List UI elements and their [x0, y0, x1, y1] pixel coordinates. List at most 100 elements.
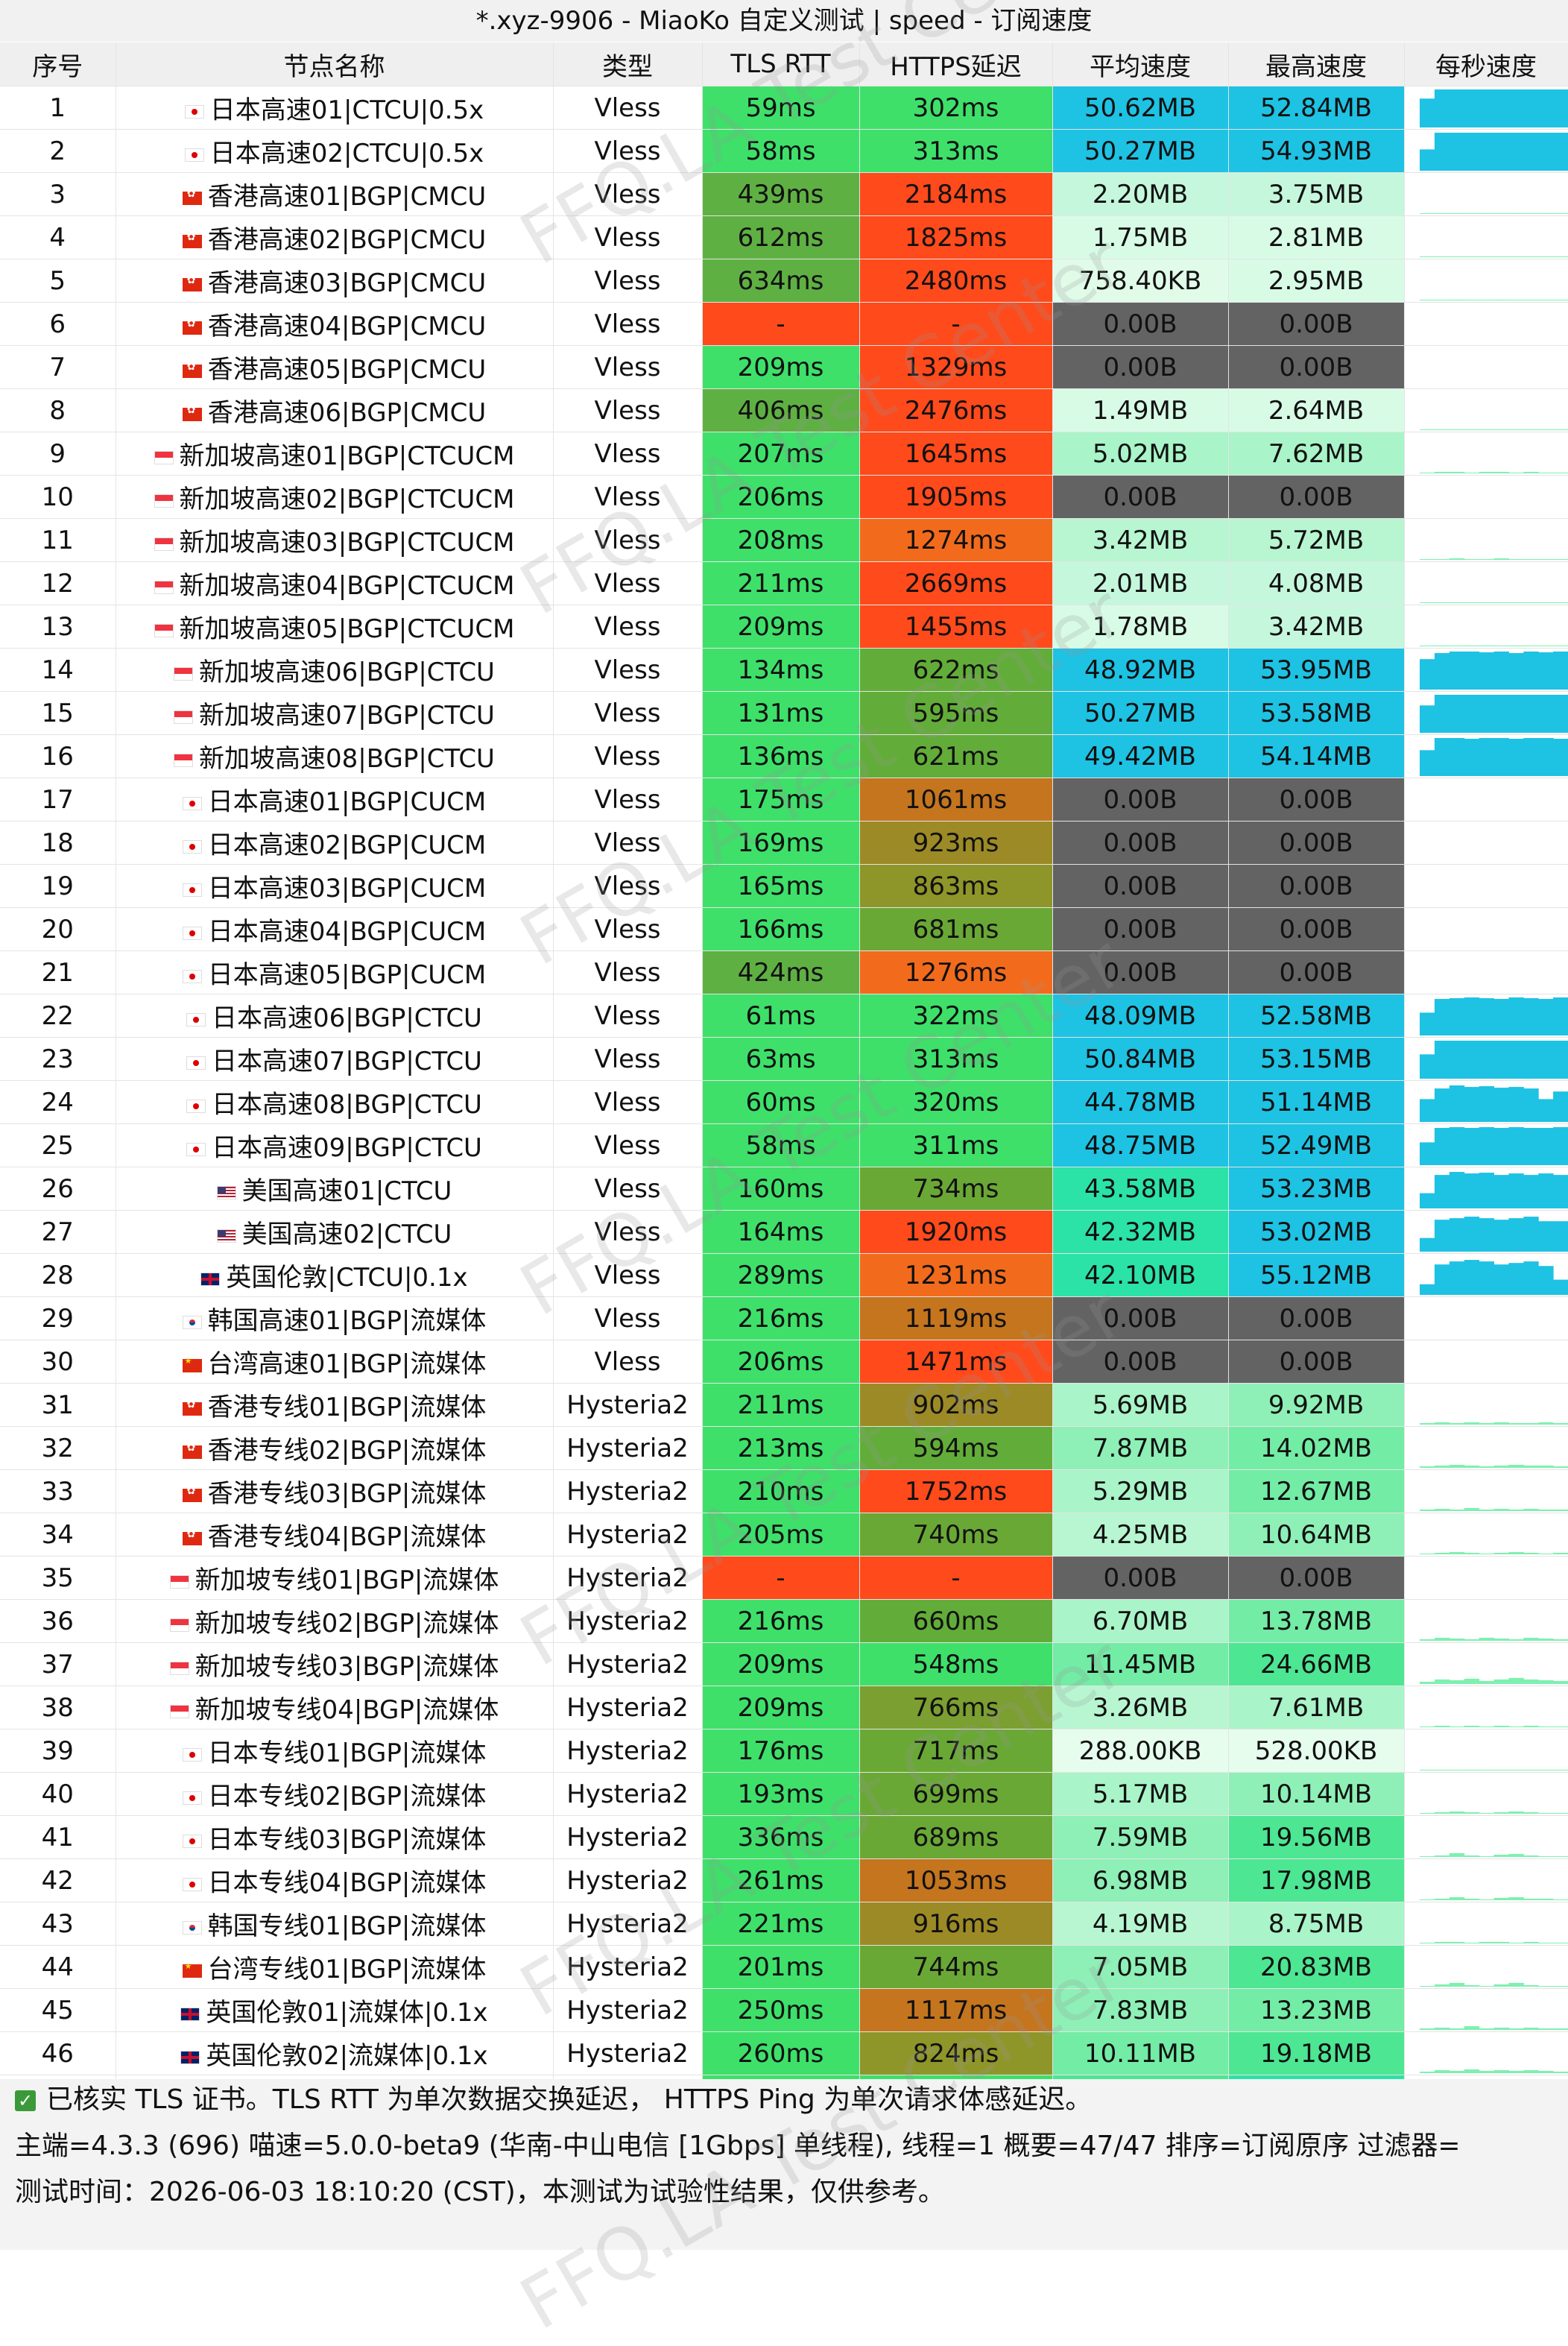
table-row[interactable]: 13 新加坡高速05|BGP|CTCUCM Vless 209ms 1455ms 1.78…	[0, 605, 1568, 649]
sparkline-bar	[1419, 1193, 1435, 1208]
col-max-speed[interactable]: 最高速度	[1228, 42, 1405, 86]
sparkline-bar	[1449, 1464, 1464, 1468]
node-type: Hysteria2	[553, 1772, 703, 1816]
table-row[interactable]: 15 新加坡高速07|BGP|CTCU Vless 131ms 595ms 50.27MB…	[0, 691, 1568, 735]
table-row[interactable]: 19 日本高速03|BGP|CUCM Vless 165ms 863ms 0.00B 0.0…	[0, 864, 1568, 908]
table-row[interactable]: 28 英国伦敦|CTCU|0.1x Vless 289ms 1231ms 42.10MB 5…	[0, 1253, 1568, 1297]
col-node-name[interactable]: 节点名称	[116, 42, 554, 86]
max-speed: 528.00KB	[1228, 1729, 1405, 1773]
col-avg-speed[interactable]: 平均速度	[1052, 42, 1229, 86]
tls-rtt: 201ms	[702, 1945, 860, 1989]
table-row[interactable]: 43 韩国专线01|BGP|流媒体 Hysteria2 221ms 916ms 4.19M…	[0, 1902, 1568, 1946]
table-row[interactable]: 24 日本高速08|BGP|CTCU Vless 60ms 320ms 44.78MB 51…	[0, 1080, 1568, 1124]
sparkline-bar	[1537, 256, 1554, 257]
table-row[interactable]: 46 英国伦敦02|流媒体|0.1x Hysteria2 260ms 824ms 10.1…	[0, 2031, 1568, 2075]
sparkline-bar	[1419, 1284, 1435, 1295]
table-row[interactable]: 39 日本专线01|BGP|流媒体 Hysteria2 176ms 717ms 288.0…	[0, 1729, 1568, 1773]
table-row[interactable]: 5 香港高速03|BGP|CMCU Vless634ms2480ms758.40KB…	[0, 259, 1568, 303]
table-row[interactable]: 38 新加坡专线04|BGP|流媒体 Hysteria2 209ms 766ms 3.26…	[0, 1686, 1568, 1729]
sparkline-bar	[1523, 256, 1539, 257]
table-row[interactable]: 16 新加坡高速08|BGP|CTCU Vless 136ms 621ms 49.42MB…	[0, 734, 1568, 778]
table-row[interactable]: 10 新加坡高速02|BGP|CTCUCM Vless 206ms 1905ms 0.00…	[0, 475, 1568, 519]
table-row[interactable]: 42 日本专线04|BGP|流媒体 Hysteria2 261ms 1053ms 6.98…	[0, 1858, 1568, 1902]
sparkline-bar	[1479, 1127, 1494, 1165]
table-row[interactable]: 8 香港高速06|BGP|CMCU Vless406ms2476ms1.49MB2.…	[0, 388, 1568, 432]
node-name-text: 香港高速05|BGP|CMCU	[207, 355, 487, 385]
node-name: 日本专线01|BGP|流媒体	[116, 1729, 554, 1773]
sparkline-bar	[1493, 1552, 1509, 1554]
table-row[interactable]: 25 日本高速09|BGP|CTCU Vless 58ms 311ms 48.75MB 52…	[0, 1123, 1568, 1167]
flag-jp-icon	[186, 1012, 206, 1027]
table-row[interactable]: 20 日本高速04|BGP|CUCM Vless 166ms 681ms 0.00B 0.0…	[0, 907, 1568, 951]
table-row[interactable]: 2 日本高速02|CTCU|0.5x Vless 58ms 313ms 50.27MB 54…	[0, 129, 1568, 173]
avg-speed: 0.00B	[1052, 345, 1229, 389]
node-name-text: 新加坡专线04|BGP|流媒体	[195, 1695, 499, 1725]
sparkline-bar	[1493, 1725, 1509, 1727]
tls-rtt: 60ms	[702, 1080, 860, 1124]
speed-sparkline	[1404, 821, 1568, 865]
node-type: Vless	[553, 259, 703, 303]
col-per-second-speed[interactable]: 每秒速度	[1404, 42, 1568, 86]
col-tls-rtt[interactable]: TLS RTT	[702, 42, 860, 86]
table-row[interactable]: 36 新加坡专线02|BGP|流媒体 Hysteria2 216ms 660ms 6.70…	[0, 1599, 1568, 1643]
table-row[interactable]: 30台湾高速01|BGP|流媒体Vless206ms1471ms0.00B0.0…	[0, 1340, 1568, 1384]
table-row[interactable]: 21 日本高速05|BGP|CUCM Vless 424ms 1276ms 0.00B 0.…	[0, 950, 1568, 994]
table-row[interactable]: 26 美国高速01|CTCU Vless 160ms 734ms 43.58MB 53.23…	[0, 1167, 1568, 1211]
col-https-latency[interactable]: HTTPS延迟	[859, 42, 1053, 86]
table-row[interactable]: 44 台湾专线01|BGP|流媒体 Hysteria2201ms744ms7.05M…	[0, 1945, 1568, 1989]
table-row[interactable]: 11 新加坡高速03|BGP|CTCUCM Vless 208ms 1274ms 3.42…	[0, 518, 1568, 562]
https-latency: 902ms	[859, 1383, 1053, 1427]
table-row[interactable]: 22 日本高速06|BGP|CTCU Vless 61ms 322ms 48.09MB 52…	[0, 994, 1568, 1038]
node-type: Vless	[553, 518, 703, 562]
sparkline-bar	[1537, 1812, 1554, 1814]
sparkline-bar	[1464, 652, 1479, 690]
table-row[interactable]: 29 韩国高速01|BGP|流媒体 Vless 216ms 1119ms 0.00B 0.0…	[0, 1296, 1568, 1340]
table-row[interactable]: 34 香港专线04|BGP|流媒体 Hysteria2205ms740ms4.25M…	[0, 1513, 1568, 1557]
https-latency: 1061ms	[859, 778, 1053, 822]
node-name-text: 日本高速08|BGP|CTCU	[212, 1090, 482, 1120]
sparkline-bar	[1493, 1984, 1509, 1987]
table-row[interactable]: 18 日本高速02|BGP|CUCM Vless 169ms 923ms 0.00B 0.0…	[0, 821, 1568, 865]
table-row[interactable]: 33 香港专线03|BGP|流媒体 Hysteria2210ms1752ms5.29…	[0, 1469, 1568, 1513]
col-index[interactable]: 序号	[0, 42, 116, 86]
col-type[interactable]: 类型	[553, 42, 703, 86]
tls-rtt: 211ms	[702, 1383, 860, 1427]
speed-sparkline	[1404, 1167, 1568, 1211]
flag-sg-icon	[174, 710, 194, 724]
row-index: 27	[0, 1210, 116, 1254]
table-row[interactable]: 31 香港专线01|BGP|流媒体 Hysteria2211ms902ms5.69M…	[0, 1383, 1568, 1427]
table-row[interactable]: 37 新加坡专线03|BGP|流媒体 Hysteria2 209ms 548ms 11.4…	[0, 1642, 1568, 1686]
table-row[interactable]: 27 美国高速02|CTCU Vless 164ms 1920ms 42.32MB 53.0…	[0, 1210, 1568, 1254]
table-row[interactable]: 41 日本专线03|BGP|流媒体 Hysteria2 336ms 689ms 7.59M…	[0, 1815, 1568, 1859]
speed-sparkline	[1404, 1556, 1568, 1600]
sparkline-bar	[1449, 1041, 1464, 1079]
table-row[interactable]: 40 日本专线02|BGP|流媒体 Hysteria2 193ms 699ms 5.17M…	[0, 1772, 1568, 1816]
speed-sparkline	[1404, 648, 1568, 692]
sparkline-bar	[1552, 695, 1567, 733]
flag-sg-icon	[174, 666, 194, 681]
sparkline-bar	[1419, 1855, 1435, 1857]
tls-rtt: 210ms	[702, 1469, 860, 1513]
speed-sparkline	[1404, 1080, 1568, 1124]
sparkline-chart	[1419, 133, 1567, 171]
tls-rtt: 166ms	[702, 907, 860, 951]
table-row[interactable]: 3 香港高速01|BGP|CMCU Vless439ms2184ms2.20MB3.…	[0, 172, 1568, 216]
table-row[interactable]: 32 香港专线02|BGP|流媒体 Hysteria2213ms594ms7.87M…	[0, 1426, 1568, 1470]
table-row[interactable]: 4 香港高速02|BGP|CMCU Vless612ms1825ms1.75MB2.…	[0, 215, 1568, 259]
avg-speed: 758.40KB	[1052, 259, 1229, 303]
sparkline-bar	[1508, 1041, 1524, 1079]
table-row[interactable]: 17 日本高速01|BGP|CUCM Vless 175ms 1061ms 0.00B 0.…	[0, 778, 1568, 822]
sparkline-bar	[1537, 429, 1554, 430]
table-row[interactable]: 1 日本高速01|CTCU|0.5x Vless 59ms 302ms 50.62MB 52…	[0, 86, 1568, 130]
table-row[interactable]: 7香港高速05|BGP|CMCUVless209ms1329ms0.00B0.0…	[0, 345, 1568, 389]
sparkline-bar	[1523, 1175, 1539, 1208]
table-row[interactable]: 12 新加坡高速04|BGP|CTCUCM Vless 211ms 2669ms 2.01…	[0, 561, 1568, 605]
table-row[interactable]: 35 新加坡专线01|BGP|流媒体 Hysteria2- -0.00B 0.00B	[0, 1556, 1568, 1600]
table-row[interactable]: 9 新加坡高速01|BGP|CTCUCM Vless 207ms 1645ms 5.02M…	[0, 432, 1568, 476]
table-row[interactable]: 45 英国伦敦01|流媒体|0.1x Hysteria2 250ms 1117ms 7.8…	[0, 1988, 1568, 2032]
flag-kr-icon	[182, 1315, 202, 1329]
table-row[interactable]: 23 日本高速07|BGP|CTCU Vless 63ms 313ms 50.84MB 53…	[0, 1037, 1568, 1081]
speed-sparkline	[1404, 1772, 1568, 1816]
table-row[interactable]: 14 新加坡高速06|BGP|CTCU Vless 134ms 622ms 48.92MB…	[0, 648, 1568, 692]
